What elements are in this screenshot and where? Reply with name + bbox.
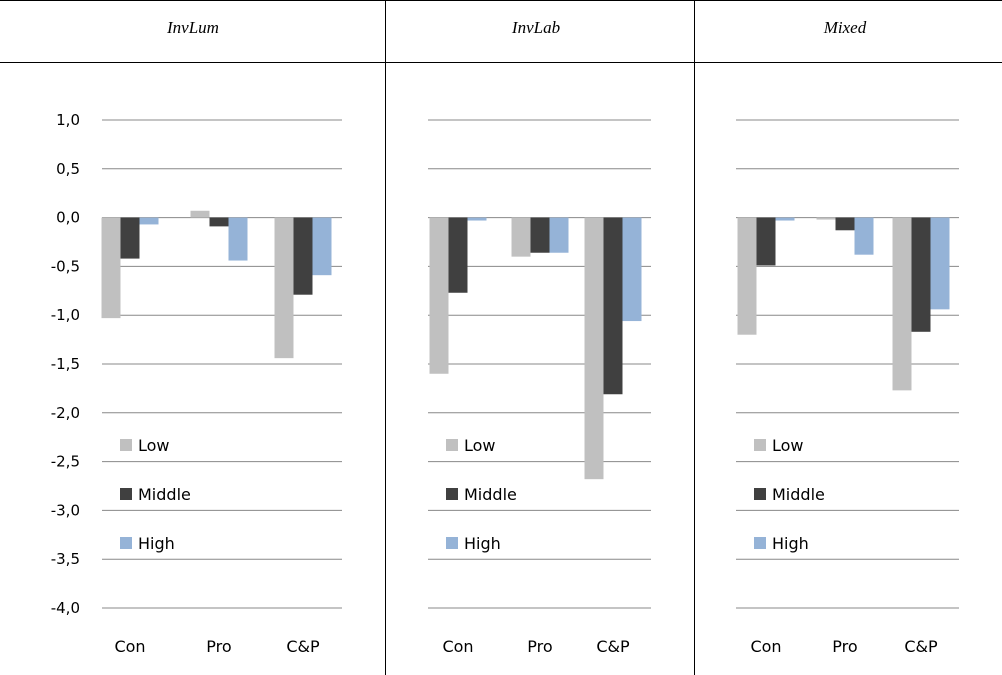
- y-tick-label: -2,5: [51, 453, 80, 471]
- x-tick-label: C&P: [286, 637, 320, 656]
- legend-label-low: Low: [138, 436, 170, 455]
- bar-invlab-low-candp: [584, 217, 604, 480]
- legend-label-low: Low: [464, 436, 496, 455]
- x-tick-label: Pro: [206, 637, 231, 656]
- legend-swatch-high: [446, 537, 458, 549]
- bar-mixed-high-candp: [930, 217, 950, 310]
- bar-invlum-low-con: [101, 217, 121, 319]
- table-top-rule: [0, 0, 1002, 1]
- y-tick-label: 1,0: [56, 111, 80, 129]
- bar-invlum-high-con: [139, 217, 159, 225]
- column-divider-1: [385, 0, 386, 675]
- y-tick-label: -4,0: [51, 599, 80, 617]
- bar-mixed-low-candp: [892, 217, 912, 391]
- bar-invlum-middle-candp: [293, 217, 313, 295]
- bar-mixed-low-con: [737, 217, 757, 335]
- legend-label-middle: Middle: [772, 485, 825, 504]
- bar-invlum-high-candp: [312, 217, 332, 276]
- x-tick-label: Pro: [527, 637, 552, 656]
- column-header-mixed: Mixed: [823, 18, 867, 37]
- bar-invlab-middle-pro: [530, 217, 550, 253]
- legend-swatch-middle: [446, 488, 458, 500]
- bar-invlab-middle-candp: [603, 217, 623, 395]
- bar-invlum-high-pro: [228, 217, 248, 261]
- bar-invlab-high-pro: [549, 217, 569, 253]
- y-tick-label: -3,0: [51, 501, 80, 519]
- legend-swatch-middle: [754, 488, 766, 500]
- bar-invlum-low-candp: [274, 217, 294, 359]
- x-tick-label: C&P: [596, 637, 630, 656]
- x-tick-label: Con: [442, 637, 473, 656]
- legend-label-high: High: [138, 534, 175, 553]
- bar-mixed-low-pro: [816, 217, 836, 220]
- bar-invlum-middle-pro: [209, 217, 229, 227]
- y-tick-label: -1,5: [51, 355, 80, 373]
- legend-label-high: High: [464, 534, 501, 553]
- bar-invlab-low-con: [429, 217, 449, 374]
- bar-mixed-middle-con: [756, 217, 776, 266]
- bar-invlab-high-candp: [622, 217, 642, 322]
- bar-mixed-high-con: [775, 217, 795, 221]
- legend-label-middle: Middle: [138, 485, 191, 504]
- x-tick-label: Pro: [832, 637, 857, 656]
- legend-swatch-high: [120, 537, 132, 549]
- bar-invlab-middle-con: [448, 217, 468, 293]
- legend-swatch-high: [754, 537, 766, 549]
- column-header-invlum: InvLum: [167, 18, 219, 37]
- legend-swatch-low: [754, 439, 766, 451]
- legend-swatch-middle: [120, 488, 132, 500]
- legend-label-middle: Middle: [464, 485, 517, 504]
- x-tick-label: Con: [114, 637, 145, 656]
- y-tick-label: 0,5: [56, 160, 80, 178]
- y-tick-label: -0,5: [51, 257, 80, 275]
- x-tick-label: C&P: [904, 637, 938, 656]
- y-tick-label: -2,0: [51, 404, 80, 422]
- bar-mixed-middle-pro: [835, 217, 855, 231]
- y-tick-label: 0,0: [56, 209, 80, 227]
- bar-mixed-high-pro: [854, 217, 874, 255]
- x-tick-label: Con: [750, 637, 781, 656]
- y-tick-label: -1,0: [51, 306, 80, 324]
- legend-swatch-low: [446, 439, 458, 451]
- column-header-invlab: InvLab: [511, 18, 561, 37]
- bar-invlum-middle-con: [120, 217, 140, 259]
- bar-mixed-middle-candp: [911, 217, 931, 332]
- header-bottom-rule: [0, 62, 1002, 63]
- legend-swatch-low: [120, 439, 132, 451]
- bar-invlab-low-pro: [511, 217, 531, 257]
- legend-label-low: Low: [772, 436, 804, 455]
- column-divider-2: [694, 0, 695, 675]
- y-tick-label: -3,5: [51, 550, 80, 568]
- legend-label-high: High: [772, 534, 809, 553]
- bar-invlab-high-con: [467, 217, 487, 221]
- bar-invlum-low-pro: [190, 210, 210, 218]
